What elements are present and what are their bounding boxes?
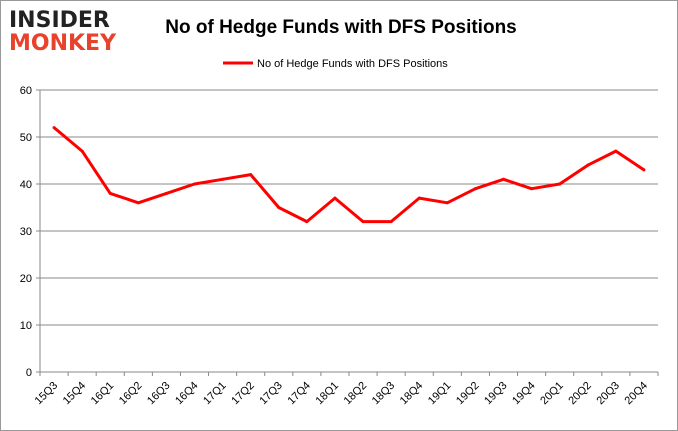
x-tick-label: 17Q3 xyxy=(257,380,285,408)
x-tick-label: 18Q2 xyxy=(342,380,370,408)
legend-label: No of Hedge Funds with DFS Positions xyxy=(257,58,448,70)
y-tick-label: 50 xyxy=(20,132,32,144)
data-point xyxy=(614,149,618,153)
x-tick-label: 18Q3 xyxy=(370,380,398,408)
x-tick-label: 19Q2 xyxy=(454,380,482,408)
y-tick-label: 40 xyxy=(20,179,32,191)
data-point xyxy=(586,163,590,167)
x-tick-label: 19Q3 xyxy=(482,380,510,408)
x-tick-label: 19Q1 xyxy=(426,380,454,408)
x-tick-label: 16Q2 xyxy=(117,380,145,408)
y-tick-label: 30 xyxy=(20,226,32,238)
x-tick-label: 15Q3 xyxy=(33,380,61,408)
y-tick-label: 20 xyxy=(20,273,32,285)
data-point xyxy=(52,126,56,130)
data-point xyxy=(361,220,365,224)
x-tick-label: 20Q1 xyxy=(538,380,566,408)
x-tick-label: 16Q3 xyxy=(145,380,173,408)
data-point xyxy=(80,149,84,153)
x-tick-label: 18Q1 xyxy=(314,380,342,408)
x-tick-label: 17Q2 xyxy=(229,380,257,408)
x-tick-label: 20Q2 xyxy=(566,380,594,408)
data-point xyxy=(642,168,646,172)
data-point xyxy=(164,191,168,195)
x-tick-label: 16Q1 xyxy=(89,380,117,408)
data-point xyxy=(249,173,253,177)
x-tick-label: 20Q4 xyxy=(623,380,651,408)
data-point xyxy=(333,196,337,200)
data-point xyxy=(530,187,534,191)
series-line xyxy=(53,126,645,224)
y-tick-label: 10 xyxy=(20,320,32,332)
data-point xyxy=(417,196,421,200)
data-point xyxy=(445,201,449,205)
data-point xyxy=(277,206,281,209)
y-tick-label: 0 xyxy=(26,367,32,379)
y-tick-label: 60 xyxy=(20,85,32,97)
data-point xyxy=(389,220,393,224)
data-point xyxy=(502,177,505,181)
x-tick-label: 18Q4 xyxy=(398,380,426,408)
data-point xyxy=(221,177,225,181)
data-point xyxy=(136,201,140,205)
data-point xyxy=(558,182,562,186)
x-tick-label: 19Q4 xyxy=(510,380,538,408)
x-tick-label: 20Q3 xyxy=(594,380,622,408)
data-point xyxy=(305,220,309,224)
x-tick-label: 17Q4 xyxy=(285,380,313,408)
chart-title: No of Hedge Funds with DFS Positions xyxy=(165,17,517,38)
logo-line1: INSIDER xyxy=(9,8,110,33)
x-tick-label: 15Q4 xyxy=(61,380,89,408)
data-point xyxy=(473,187,477,191)
x-tick-label: 17Q1 xyxy=(201,380,229,408)
logo-line2: MONKEY xyxy=(9,31,117,56)
x-tick-label: 16Q4 xyxy=(173,380,201,408)
insider-monkey-logo: INSIDER MONKEY xyxy=(9,9,116,55)
data-point xyxy=(193,182,196,186)
data-point xyxy=(108,191,112,195)
